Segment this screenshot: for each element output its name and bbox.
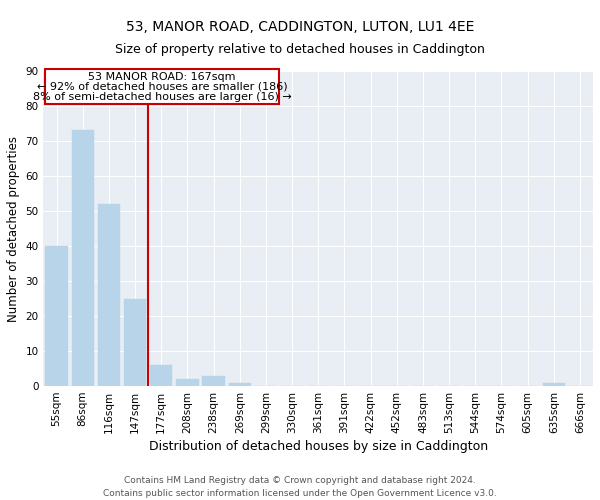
Bar bbox=[124, 298, 146, 386]
Bar bbox=[176, 379, 199, 386]
Bar bbox=[229, 382, 251, 386]
Text: 8% of semi-detached houses are larger (16) →: 8% of semi-detached houses are larger (1… bbox=[32, 92, 291, 102]
Y-axis label: Number of detached properties: Number of detached properties bbox=[7, 136, 20, 322]
Bar bbox=[150, 365, 172, 386]
X-axis label: Distribution of detached houses by size in Caddington: Distribution of detached houses by size … bbox=[149, 440, 488, 453]
Text: Contains HM Land Registry data © Crown copyright and database right 2024.
Contai: Contains HM Land Registry data © Crown c… bbox=[103, 476, 497, 498]
Text: Size of property relative to detached houses in Caddington: Size of property relative to detached ho… bbox=[115, 42, 485, 56]
Text: ← 92% of detached houses are smaller (186): ← 92% of detached houses are smaller (18… bbox=[37, 82, 287, 92]
Text: 53 MANOR ROAD: 167sqm: 53 MANOR ROAD: 167sqm bbox=[88, 72, 236, 82]
Bar bbox=[542, 382, 565, 386]
Text: 53, MANOR ROAD, CADDINGTON, LUTON, LU1 4EE: 53, MANOR ROAD, CADDINGTON, LUTON, LU1 4… bbox=[126, 20, 474, 34]
Bar bbox=[98, 204, 120, 386]
Bar bbox=[71, 130, 94, 386]
Bar bbox=[46, 246, 68, 386]
FancyBboxPatch shape bbox=[45, 69, 279, 104]
Bar bbox=[202, 376, 225, 386]
